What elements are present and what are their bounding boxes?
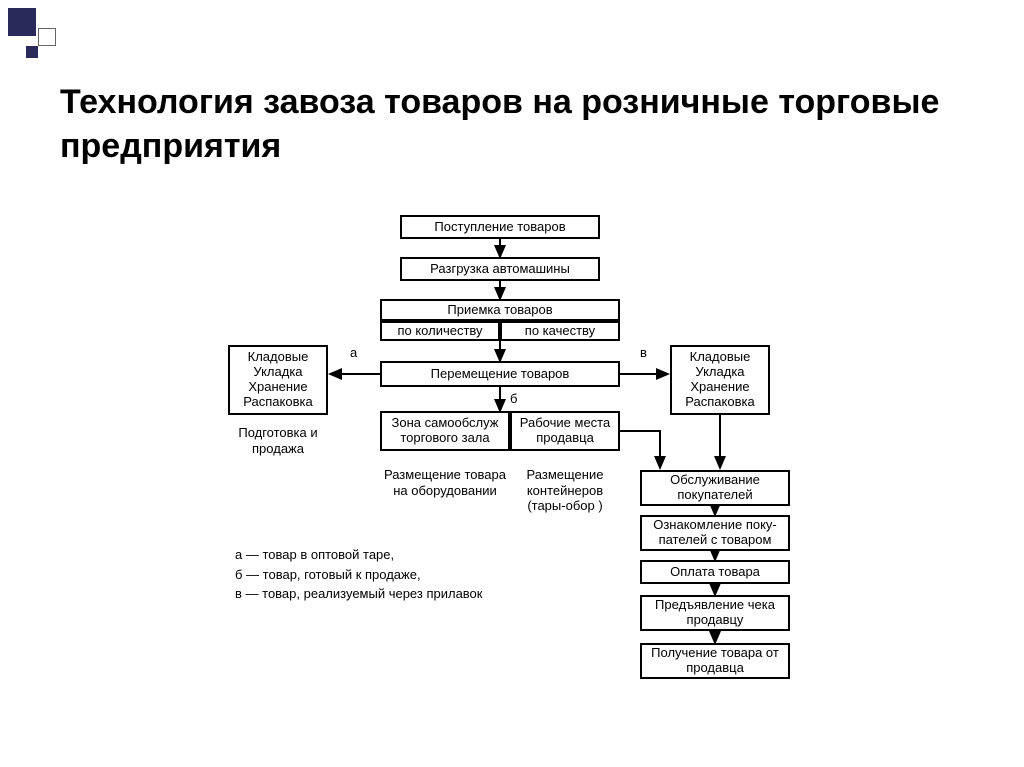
edge-label-v: в: [640, 345, 647, 361]
node-razgruzka: Разгрузка автомашины: [400, 257, 600, 281]
node-po-kachestvu: по качеству: [500, 321, 620, 341]
flowchart-diagram: Поступление товаров Разгрузка автомашины…: [280, 215, 860, 745]
node-po-kolichestvu: по количеству: [380, 321, 500, 341]
node-obsluzhivanie: Обслуживание покупателей: [640, 470, 790, 506]
legend-b: б — товар, готовый к продаже,: [235, 565, 482, 585]
node-priemka: Приемка товаров: [380, 299, 620, 321]
node-postuplenie: Поступление товаров: [400, 215, 600, 239]
edge-label-b: б: [510, 391, 517, 407]
label-podgotovka: Подготовка и продажа: [228, 425, 328, 456]
label-razmeshchenie-tovara: Размещение товара на оборудовании: [380, 467, 510, 498]
legend: а — товар в оптовой таре, б — товар, гот…: [235, 545, 482, 604]
node-zona-samoobsluzh: Зона самообслуж торгового зала: [380, 411, 510, 451]
edge-label-a: а: [350, 345, 357, 361]
legend-v: в — товар, реализуемый через прилавок: [235, 584, 482, 604]
node-oplata: Оплата товара: [640, 560, 790, 584]
slide-title: Технология завоза товаров на розничные т…: [60, 80, 960, 168]
legend-a: а — товар в оптовой таре,: [235, 545, 482, 565]
node-kladovye-left: Кладовые Укладка Хранение Распаковка: [228, 345, 328, 415]
node-oznakomlenie: Ознакомление поку- пателей с товаром: [640, 515, 790, 551]
node-rabochie-mesta: Рабочие места продавца: [510, 411, 620, 451]
node-peremeshchenie: Перемещение товаров: [380, 361, 620, 387]
node-predyavlenie: Предъявление чека продавцу: [640, 595, 790, 631]
node-kladovye-right: Кладовые Укладка Хранение Распаковка: [670, 345, 770, 415]
label-razmeshchenie-konteynerov: Размещение контейнеров (тары-обор ): [510, 467, 620, 514]
node-poluchenie: Получение товара от продавца: [640, 643, 790, 679]
